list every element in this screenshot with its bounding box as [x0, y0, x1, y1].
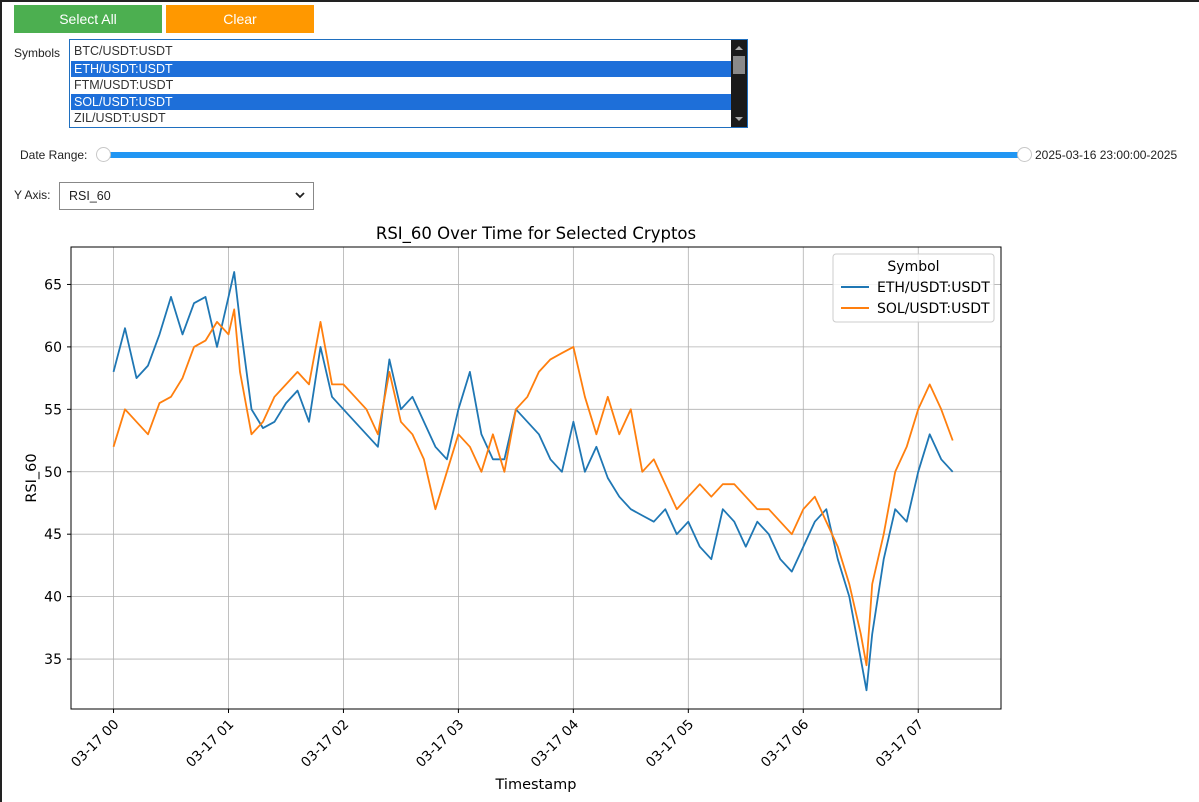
date-range-start-handle[interactable] [96, 147, 111, 162]
symbols-listbox[interactable]: BTC/USDT:USDT ETH/USDT:USDT FTM/USDT:USD… [69, 39, 748, 128]
legend-box [832, 253, 995, 323]
x-tick-label: 03-17 01 [183, 717, 237, 771]
x-axis-label: Timestamp [495, 777, 577, 793]
y-axis-label: Y Axis: [14, 188, 51, 202]
symbol-option-ftm[interactable]: FTM/USDT:USDT [74, 78, 174, 92]
x-tick-label: 03-17 03 [413, 717, 467, 771]
select-all-button[interactable]: Select All [14, 5, 162, 33]
x-tick-label: 03-17 07 [873, 717, 927, 771]
symbol-option-btc[interactable]: BTC/USDT:USDT [74, 44, 173, 58]
y-tick-label: 45 [44, 527, 62, 543]
scroll-thumb[interactable] [733, 56, 745, 74]
y-tick-label: 65 [44, 277, 62, 293]
y-axis-title: RSI_60 [24, 453, 40, 502]
date-range-label: Date Range: [20, 148, 88, 162]
chart-title: RSI_60 Over Time for Selected Cryptos [376, 224, 696, 244]
y-axis-select-value: RSI_60 [69, 189, 111, 203]
plot-frame [70, 246, 1002, 710]
x-tick-label: 03-17 05 [643, 717, 697, 771]
x-tick-label: 03-17 04 [528, 717, 582, 771]
series-line-1 [112, 308, 954, 667]
scroll-down-arrow-icon[interactable] [735, 117, 743, 121]
chevron-down-icon [295, 192, 305, 199]
symbol-option-eth[interactable]: ETH/USDT:USDT [71, 61, 732, 77]
clear-button[interactable]: Clear [166, 5, 314, 33]
x-tick-label: 03-17 02 [298, 717, 352, 771]
y-tick-label: 60 [44, 340, 62, 356]
date-range-end-handle[interactable] [1017, 147, 1032, 162]
y-axis-select[interactable]: RSI_60 [59, 182, 314, 210]
y-tick-label: 35 [44, 652, 62, 668]
listbox-scrollbar[interactable] [731, 40, 747, 127]
y-tick-label: 40 [44, 590, 62, 606]
window-border-top [0, 0, 1199, 2]
y-tick-label: 55 [44, 402, 62, 418]
symbol-option-zil[interactable]: ZIL/USDT:USDT [74, 111, 166, 125]
x-tick-label: 03-17 00 [68, 717, 122, 771]
x-tick-label: 03-17 06 [758, 717, 812, 771]
date-range-readout: 2025-03-16 23:00:00-2025 [1035, 148, 1178, 162]
symbol-option-sol[interactable]: SOL/USDT:USDT [71, 94, 732, 110]
legend-entry-0: ETH/USDT:USDT [877, 280, 990, 296]
date-range-slider-track[interactable] [104, 152, 1024, 158]
y-tick-label: 50 [44, 465, 62, 481]
legend-title: Symbol [887, 259, 939, 275]
window-border-left [0, 0, 2, 802]
legend-entry-1: SOL/USDT:USDT [877, 301, 990, 317]
symbols-label: Symbols [14, 46, 61, 60]
scroll-up-arrow-icon[interactable] [735, 46, 743, 50]
series-line-0 [112, 271, 954, 692]
